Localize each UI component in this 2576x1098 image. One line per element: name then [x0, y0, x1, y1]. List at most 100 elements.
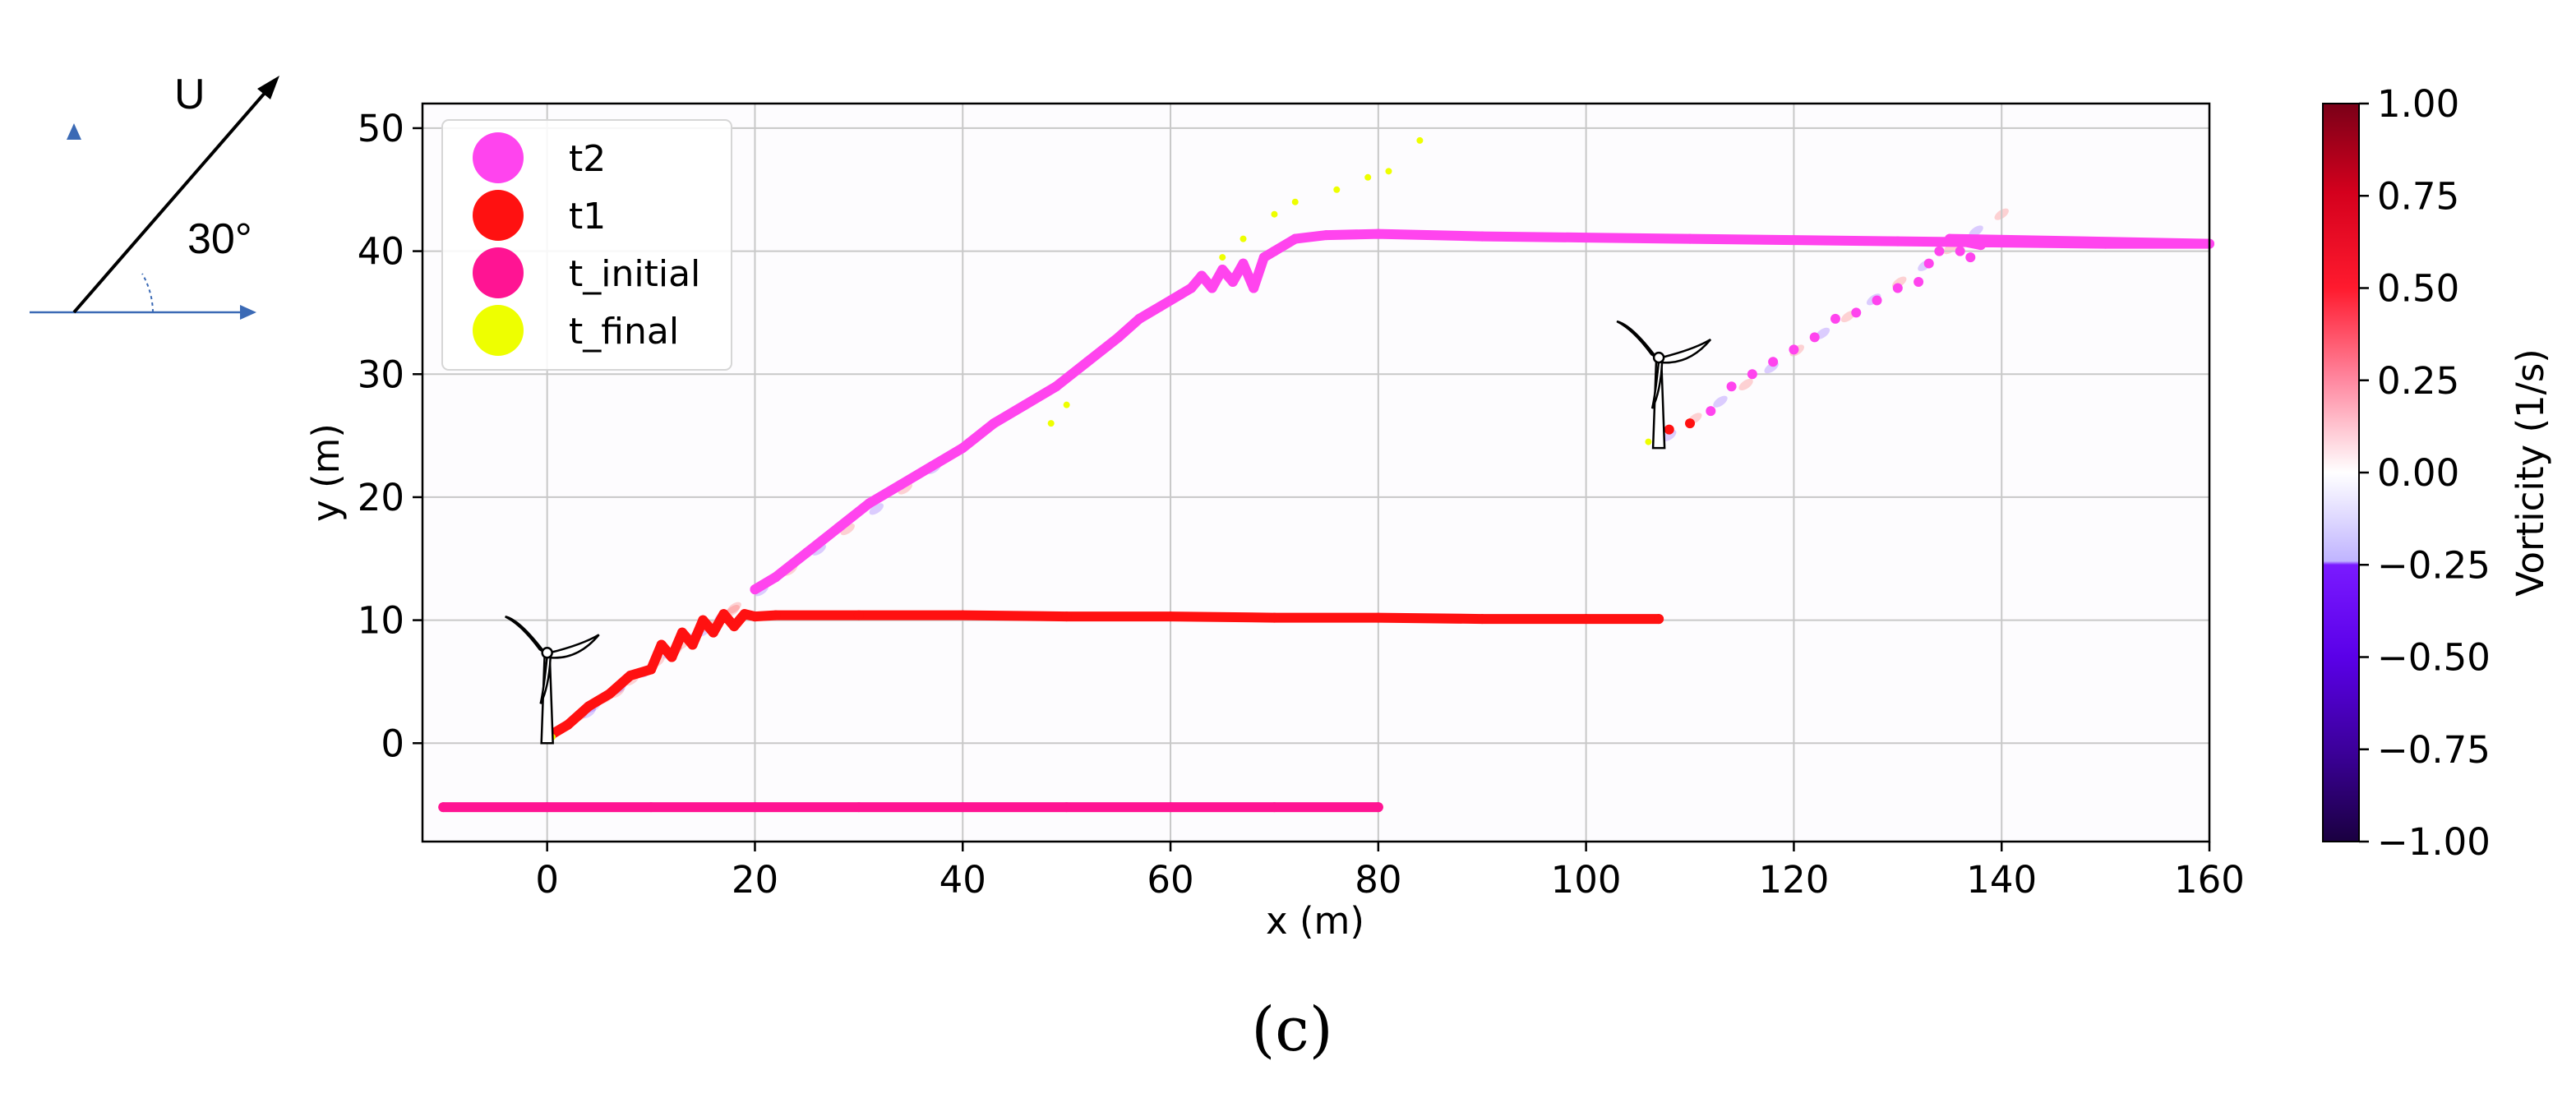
x-tick-label: 160	[2174, 858, 2245, 902]
legend-item-t-final: t_final	[473, 305, 679, 356]
data-point	[1373, 228, 1383, 239]
data-point	[1290, 233, 1300, 244]
data-point	[1020, 399, 1031, 410]
data-point	[687, 639, 698, 650]
data-point	[1047, 420, 1055, 427]
data-point	[1219, 254, 1226, 261]
turbine-blade	[1660, 338, 1712, 364]
data-point	[770, 610, 781, 621]
turbine-icon	[505, 616, 600, 745]
data-point	[1196, 270, 1207, 281]
data-point	[958, 443, 968, 454]
vorticity-blob	[869, 503, 884, 515]
vorticity-blob	[1738, 378, 1753, 390]
y-tick-label: 20	[358, 476, 404, 519]
legend-label-t2: t2	[569, 138, 606, 180]
turbine-blade	[505, 616, 546, 654]
colorbar: 1.00 0.75 0.50 0.25 0.00 −0.25 −0.50 −0.75 −1.00…	[2322, 82, 2552, 864]
data-point	[1955, 246, 1965, 256]
data-point	[750, 611, 760, 622]
data-point	[739, 609, 750, 620]
data-point	[1581, 233, 1591, 243]
data-point	[1997, 238, 2007, 248]
data-point	[1113, 332, 1124, 343]
data-point	[1061, 802, 1072, 813]
x-tick-label: 140	[1966, 858, 2037, 902]
data-point	[750, 584, 760, 595]
turbines	[505, 320, 1712, 745]
x-tick-label: 80	[1355, 858, 1401, 902]
turbine-blade	[1616, 320, 1658, 359]
vorticity-blob	[898, 482, 912, 495]
data-point	[1416, 136, 1424, 144]
data-point	[1654, 614, 1664, 625]
vorticity-blob	[811, 543, 826, 556]
colorbar-ticks: 1.00 0.75 0.50 0.25 0.00 −0.25 −0.50 −0.75 −1.00	[2359, 82, 2491, 864]
data-point	[864, 498, 875, 509]
data-point	[1923, 258, 1934, 269]
series-t2	[750, 228, 2214, 595]
data-point	[1747, 369, 1757, 380]
colorbar-tick-label: 0.50	[2377, 267, 2459, 311]
data-point	[438, 802, 449, 813]
data-point	[1291, 198, 1299, 205]
data-point	[1965, 252, 1976, 263]
data-point	[1227, 277, 1238, 288]
data-point	[926, 461, 937, 472]
data-point	[1789, 235, 1799, 246]
data-point	[584, 701, 594, 712]
legend: t2 t1 t_initial t_final	[441, 119, 732, 371]
data-point	[1240, 235, 1247, 242]
data-point	[958, 802, 968, 813]
turbine-blade	[539, 654, 552, 704]
data-point	[1051, 381, 1062, 392]
data-point	[1238, 258, 1249, 269]
data-point	[801, 547, 812, 558]
data-point	[1385, 168, 1392, 175]
colorbar-tick-label: −0.75	[2377, 728, 2491, 772]
data-series	[438, 136, 2214, 813]
colorbar-tick-label: −0.50	[2377, 636, 2491, 680]
data-point	[1851, 307, 1862, 318]
data-point	[1685, 418, 1696, 429]
legend-marker-t-initial	[473, 247, 524, 298]
series-line	[750, 228, 2214, 595]
data-point	[1269, 246, 1280, 256]
data-point	[1706, 406, 1716, 417]
vorticity-blob	[840, 524, 855, 536]
data-point	[1945, 233, 1955, 244]
data-point	[1373, 802, 1383, 813]
data-point	[1333, 186, 1341, 193]
legend-marker-t2	[473, 132, 524, 183]
turbine-icon	[1616, 320, 1712, 450]
colorbar-gradient	[2322, 103, 2360, 842]
data-point	[1726, 381, 1737, 392]
data-point	[656, 639, 667, 650]
data-point	[1830, 313, 1840, 324]
colorbar-tick-label: −0.25	[2377, 543, 2491, 587]
series-t1	[542, 418, 1696, 742]
data-point	[542, 802, 552, 813]
data-point	[1477, 614, 1488, 625]
data-point	[1166, 611, 1176, 622]
data-point	[1364, 173, 1372, 181]
x-tick-label: 120	[1758, 858, 1829, 902]
x-tick-label: 20	[732, 858, 778, 902]
data-point	[646, 802, 657, 813]
colorbar-tick-label: −1.00	[2377, 820, 2491, 864]
colorbar-tick-label: 1.00	[2377, 82, 2459, 126]
data-point	[1685, 233, 1696, 244]
data-point	[895, 479, 906, 490]
data-point	[676, 627, 687, 638]
legend-marker-t-final	[473, 305, 524, 356]
x-tick-label: 100	[1551, 858, 1622, 902]
data-point	[562, 719, 573, 730]
data-point	[1645, 438, 1652, 445]
data-point	[1373, 612, 1383, 623]
vorticity-blob	[1969, 225, 1983, 238]
y-tick-label: 10	[358, 599, 404, 643]
inset-velocity-label: U	[174, 71, 205, 118]
y-tick-label: 40	[358, 230, 404, 274]
inset-horizontal-arrowhead	[240, 305, 256, 320]
